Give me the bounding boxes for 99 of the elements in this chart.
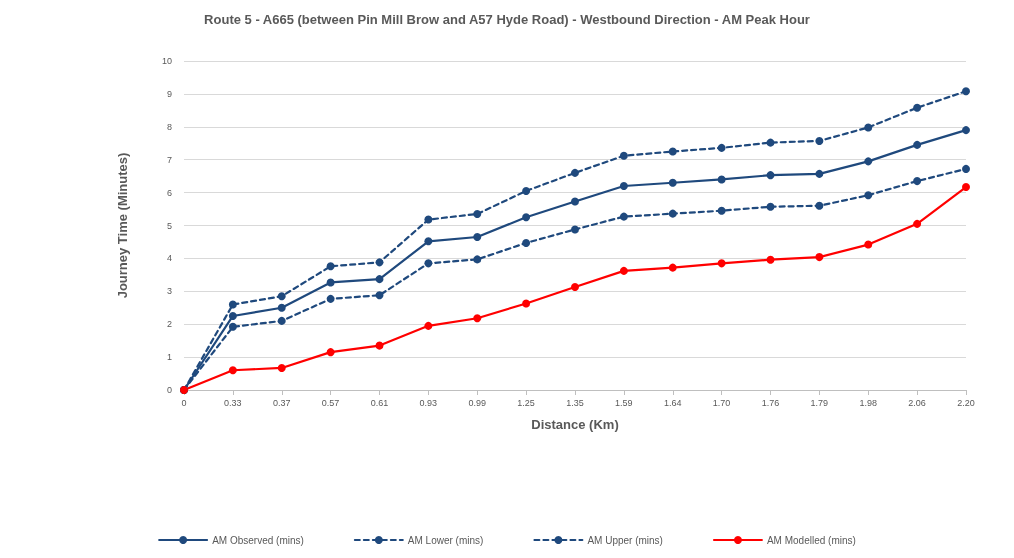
point <box>228 322 237 331</box>
y-tick-label: 6 <box>166 187 172 198</box>
y-tick-label: 8 <box>166 121 172 132</box>
x-tick-label: 1.59 <box>615 397 633 408</box>
y-tick-label: 0 <box>166 385 172 395</box>
point <box>326 262 335 271</box>
point <box>473 233 482 242</box>
point <box>473 209 482 218</box>
legend-label: AM Observed (mins) <box>212 534 304 546</box>
point <box>815 136 824 145</box>
point <box>668 263 677 272</box>
point <box>277 303 286 312</box>
point <box>717 175 726 184</box>
point <box>766 255 775 264</box>
x-tick-label: 0.61 <box>370 397 389 408</box>
y-axis-title: Journey Time (Minutes) <box>115 152 130 299</box>
point <box>913 219 922 228</box>
point <box>668 178 677 187</box>
point <box>424 237 433 246</box>
x-tick-label: 1.98 <box>859 397 878 408</box>
point <box>864 191 873 200</box>
point <box>619 182 628 191</box>
y-tick-label: 7 <box>166 154 172 165</box>
point <box>815 169 824 178</box>
y-tick-label: 5 <box>166 220 172 231</box>
point <box>522 186 531 195</box>
point <box>326 278 335 287</box>
point <box>962 183 970 191</box>
point <box>375 258 384 267</box>
point <box>913 177 922 186</box>
point <box>375 291 384 300</box>
y-tick-label: 1 <box>166 352 172 363</box>
point <box>522 299 531 308</box>
x-tick-label: 0.93 <box>419 397 438 408</box>
point <box>619 266 628 275</box>
point <box>717 143 726 152</box>
x-tick-label: 0.33 <box>224 397 242 408</box>
point <box>619 151 628 160</box>
point <box>424 259 433 268</box>
legend-label: AM Lower (mins) <box>407 534 484 546</box>
point <box>815 201 824 210</box>
point <box>962 87 970 96</box>
x-tick-label: 2.20 <box>957 397 975 408</box>
point <box>326 294 335 303</box>
x-tick-label: 0.37 <box>272 397 291 408</box>
x-tick-label: 1.25 <box>517 397 535 408</box>
x-tick-label: 0 <box>181 397 187 408</box>
y-tick-label: 3 <box>166 286 172 297</box>
point <box>913 103 922 112</box>
point <box>424 321 433 330</box>
point <box>228 366 237 375</box>
x-tick-label: 1.76 <box>761 397 780 408</box>
y-tick-label: 4 <box>166 253 172 264</box>
point <box>571 283 579 292</box>
y-tick-label: 2 <box>166 319 172 330</box>
point <box>766 138 775 147</box>
point <box>766 171 775 180</box>
point <box>375 341 384 350</box>
point <box>228 300 237 309</box>
point <box>571 168 579 177</box>
point <box>864 123 873 132</box>
point <box>375 275 384 284</box>
point <box>913 140 922 149</box>
point <box>571 225 579 234</box>
legend-label: AM Upper (mins) <box>587 534 663 546</box>
point <box>424 215 433 224</box>
point <box>962 164 970 173</box>
point <box>668 209 677 218</box>
point <box>962 126 970 135</box>
point <box>717 206 726 215</box>
point <box>619 212 628 221</box>
point <box>766 202 775 211</box>
point <box>864 157 873 166</box>
x-tick-label: 1.70 <box>712 397 731 408</box>
point <box>668 147 677 156</box>
point <box>473 314 482 323</box>
x-tick-label: 1.35 <box>566 397 584 408</box>
point <box>277 316 286 325</box>
legend-label: AM Modelled (mins) <box>766 534 856 546</box>
y-tick-label: 10 <box>161 56 172 66</box>
point <box>277 363 286 372</box>
point <box>571 197 579 206</box>
point <box>228 311 237 320</box>
chart-title: Route 5 - A665 (between Pin Mill Brow and A57 Hyde Road) - Westbound Direction - AM Peak Hour <box>204 12 810 27</box>
point <box>717 259 726 268</box>
point <box>864 240 873 249</box>
y-tick-label: 9 <box>166 88 172 99</box>
point <box>522 213 531 222</box>
point <box>326 348 335 357</box>
x-tick-label: 0.99 <box>468 397 487 408</box>
x-tick-label: 1.79 <box>810 397 829 408</box>
point <box>277 292 286 301</box>
x-axis-title: Distance (Km) <box>531 417 619 432</box>
point <box>815 253 824 262</box>
point <box>473 255 482 264</box>
x-tick-label: 2.06 <box>908 397 926 408</box>
x-tick-label: 1.64 <box>663 397 682 408</box>
point <box>522 238 531 247</box>
x-tick-label: 0.57 <box>321 397 340 408</box>
